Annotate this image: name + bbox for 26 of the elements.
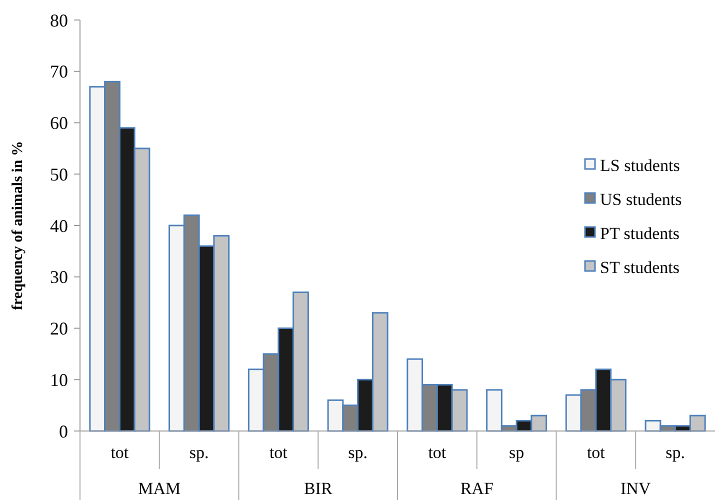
y-tick-label: 60 — [50, 113, 68, 134]
x-tick-label: tot — [586, 443, 606, 462]
y-axis-title: frequency of animals in % — [10, 141, 26, 310]
legend-label: ST students — [600, 258, 680, 277]
text: INV — [620, 479, 652, 498]
x-tick-label: sp. — [666, 443, 685, 462]
y-tick-label: 20 — [50, 318, 68, 339]
x-tick-label: sp. — [189, 443, 209, 462]
legend-label: PT students — [600, 224, 680, 243]
x-tick-label: sp. — [348, 443, 368, 462]
x-tick-label: sp — [509, 443, 524, 462]
x-tick-label: tot — [110, 443, 129, 462]
legend-label: LS students — [600, 156, 680, 175]
y-tick-label: 0 — [59, 421, 68, 442]
y-tick-label: 40 — [50, 216, 68, 236]
text: RAF — [460, 479, 494, 498]
y-tick-label: 10 — [50, 370, 68, 390]
text: MAM — [138, 479, 181, 498]
y-tick-label: 50 — [50, 164, 68, 184]
x-tick-label: tot — [428, 443, 446, 462]
legend-label: US students — [600, 190, 682, 209]
x-tick-label: tot — [269, 443, 288, 462]
y-tick-label: 70 — [50, 62, 68, 82]
y-tick-label: 80 — [50, 10, 68, 30]
y-tick-label: 30 — [50, 267, 68, 288]
text: BIR — [304, 479, 333, 498]
